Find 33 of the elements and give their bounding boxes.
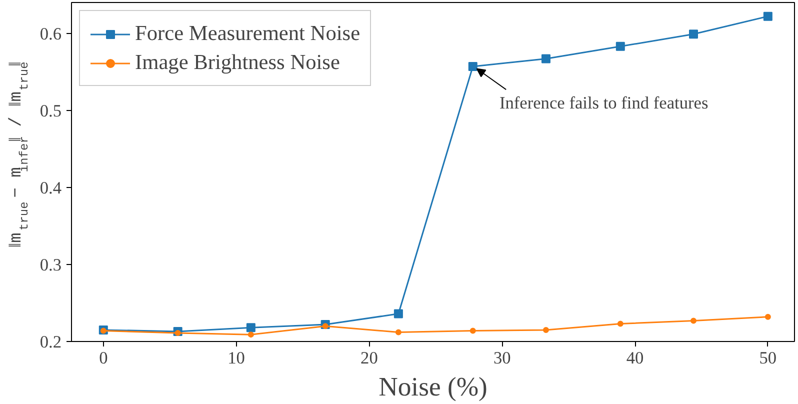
point — [617, 320, 624, 327]
point — [394, 309, 403, 318]
y-tick-label: 0.2 — [40, 332, 62, 352]
point — [246, 323, 256, 332]
point — [468, 62, 478, 71]
point — [395, 329, 402, 336]
annotation: Inference fails to find features — [499, 93, 708, 112]
x-tick-label: 20 — [360, 348, 378, 368]
point — [248, 332, 254, 338]
legend-label: Image Brightness Noise — [135, 50, 340, 75]
y-tick-label: 0.4 — [40, 178, 62, 198]
point — [542, 326, 549, 333]
point — [174, 330, 181, 336]
y-axis-title: ‖mtrue − minfer‖ / ‖mtrue‖ — [8, 62, 32, 248]
x-tick-label: 10 — [228, 348, 245, 368]
x-tick-label: 30 — [493, 348, 511, 368]
x-axis-title: Noise (%) — [378, 372, 488, 402]
point — [322, 323, 328, 330]
point — [470, 328, 476, 334]
point — [764, 314, 771, 320]
x-tick-label: 0 — [99, 348, 108, 368]
y-tick-label: 0.5 — [40, 101, 62, 120]
point — [616, 42, 625, 51]
point — [688, 30, 698, 39]
point — [763, 12, 772, 21]
point — [541, 54, 550, 64]
point — [690, 318, 696, 324]
y-tick-label: 0.3 — [40, 255, 62, 274]
point — [100, 328, 106, 334]
y-tick-label: 0.6 — [40, 24, 62, 44]
x-tick-label: 50 — [759, 348, 777, 368]
x-tick-label: 40 — [626, 348, 644, 368]
legend-label: Force Measurement Noise — [135, 21, 360, 46]
